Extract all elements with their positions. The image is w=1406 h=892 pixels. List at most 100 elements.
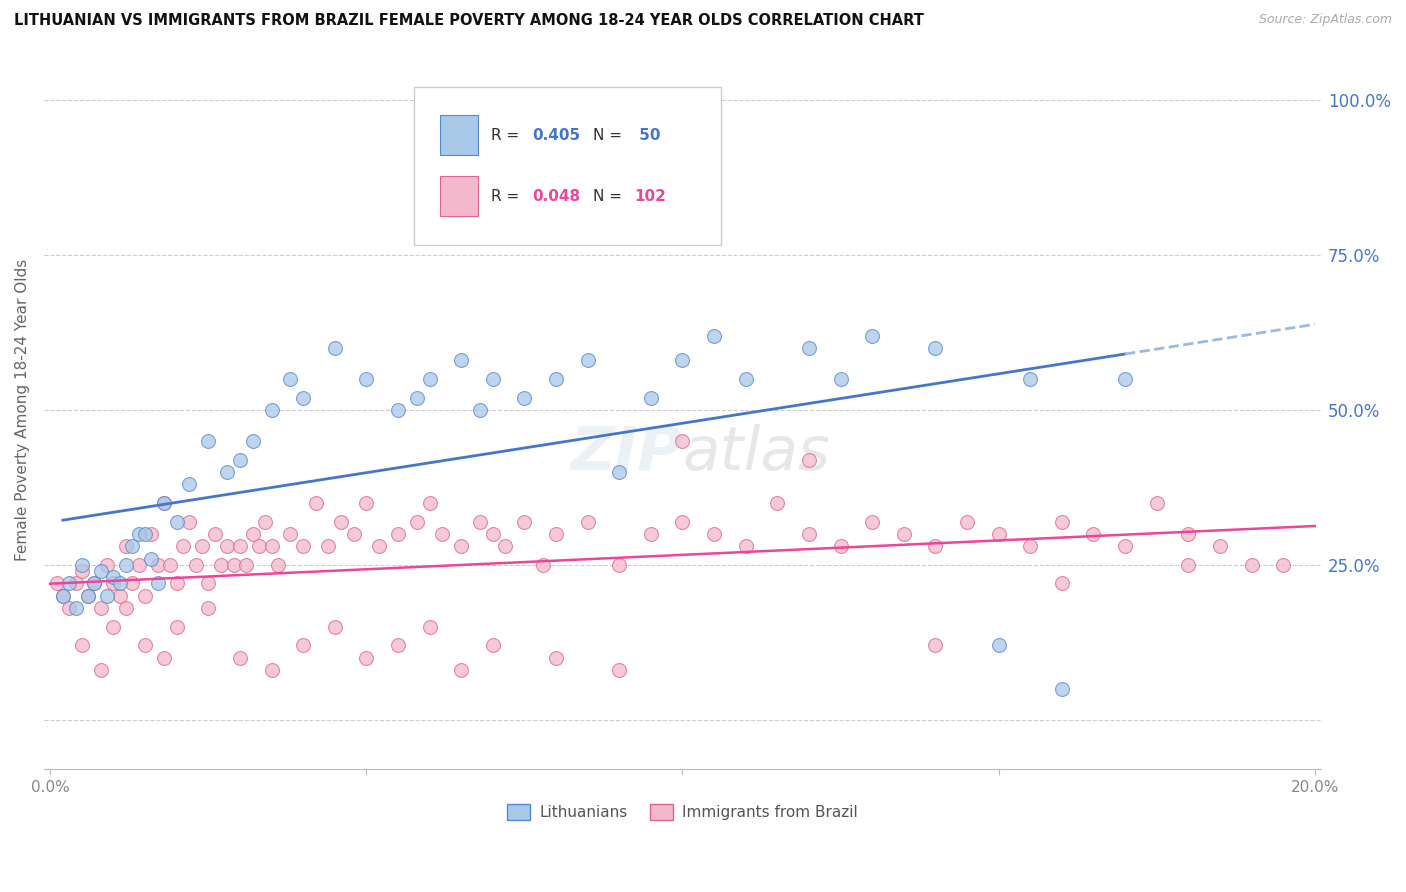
Text: R =: R = [491,189,524,204]
Point [419,372,441,386]
Text: 0.048: 0.048 [531,189,579,204]
Point [1019,539,1042,553]
Point [450,539,472,553]
Point [260,403,283,417]
Point [242,527,264,541]
Point [134,639,156,653]
Point [292,639,315,653]
Point [671,434,693,448]
FancyBboxPatch shape [440,115,478,155]
Point [1050,515,1073,529]
Point [766,496,789,510]
Point [513,515,536,529]
Text: 0.405: 0.405 [531,128,579,143]
Point [544,372,567,386]
Point [1114,372,1136,386]
Point [1050,576,1073,591]
Point [260,539,283,553]
Text: N =: N = [593,128,627,143]
Point [1177,558,1199,572]
Point [671,353,693,368]
Point [77,589,100,603]
Point [166,576,188,591]
Point [544,527,567,541]
Point [96,589,118,603]
Point [513,391,536,405]
Point [432,527,454,541]
Point [70,564,93,578]
Point [260,663,283,677]
Point [96,558,118,572]
Point [58,576,80,591]
Point [184,558,207,572]
Point [797,341,820,355]
Point [179,515,201,529]
Point [70,639,93,653]
Point [108,576,131,591]
Point [387,527,409,541]
Point [544,650,567,665]
Point [987,527,1010,541]
Point [197,576,219,591]
Point [1240,558,1263,572]
Point [406,391,429,405]
Point [450,663,472,677]
Text: atlas: atlas [682,424,831,483]
Point [481,527,503,541]
Point [387,639,409,653]
Point [65,576,87,591]
Point [419,496,441,510]
Y-axis label: Female Poverty Among 18-24 Year Olds: Female Poverty Among 18-24 Year Olds [15,259,30,561]
Point [1146,496,1168,510]
Point [159,558,181,572]
Point [318,539,340,553]
Text: N =: N = [593,189,627,204]
Point [481,372,503,386]
Point [343,527,366,541]
Text: LITHUANIAN VS IMMIGRANTS FROM BRAZIL FEMALE POVERTY AMONG 18-24 YEAR OLDS CORREL: LITHUANIAN VS IMMIGRANTS FROM BRAZIL FEM… [14,13,924,29]
Point [115,558,138,572]
Point [229,650,252,665]
Point [924,341,946,355]
Point [323,341,346,355]
Point [494,539,516,553]
Point [70,558,93,572]
Point [607,465,630,479]
Point [235,558,257,572]
Point [134,527,156,541]
Point [1050,681,1073,696]
Point [172,539,194,553]
Point [166,515,188,529]
Point [52,589,75,603]
Point [1272,558,1295,572]
Point [90,564,112,578]
Point [242,434,264,448]
Point [987,639,1010,653]
Point [146,576,169,591]
Point [419,620,441,634]
Point [292,391,315,405]
Point [153,496,176,510]
Point [141,551,163,566]
Text: 102: 102 [634,189,666,204]
Point [576,515,599,529]
Point [671,515,693,529]
Point [734,539,756,553]
Point [607,663,630,677]
Point [607,558,630,572]
Point [103,620,125,634]
Point [860,328,883,343]
Point [368,539,391,553]
Point [450,353,472,368]
Point [197,601,219,615]
Point [191,539,214,553]
Point [153,650,176,665]
Point [893,527,915,541]
Point [141,527,163,541]
Point [330,515,353,529]
Point [254,515,277,529]
Point [204,527,226,541]
Point [356,496,378,510]
Point [956,515,979,529]
Point [166,620,188,634]
